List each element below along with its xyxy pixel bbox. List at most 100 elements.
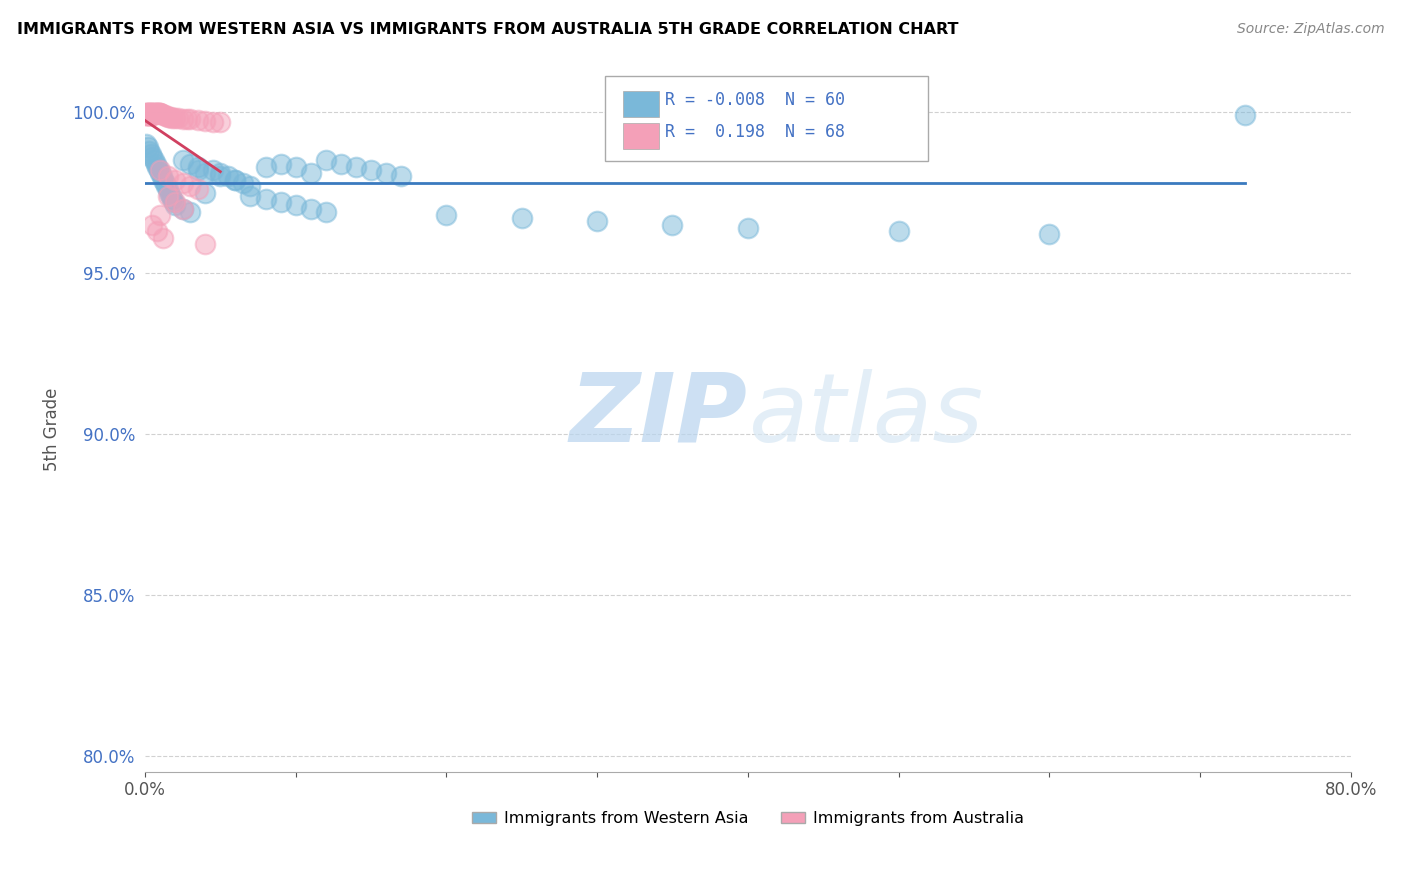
Point <box>172 176 194 190</box>
Point <box>150 169 173 184</box>
Point <box>138 106 160 120</box>
Point <box>146 105 169 120</box>
Point <box>153 108 176 122</box>
Point <box>254 192 277 206</box>
Point <box>232 176 254 190</box>
Point <box>510 211 533 226</box>
Point <box>138 107 160 121</box>
Point <box>165 198 187 212</box>
Point <box>209 169 232 184</box>
Point <box>389 169 412 184</box>
Point <box>179 204 201 219</box>
Point <box>145 107 167 121</box>
Point <box>146 106 169 120</box>
Point <box>135 108 157 122</box>
Point <box>148 106 170 120</box>
Point <box>299 202 322 216</box>
Point <box>165 195 187 210</box>
Point <box>143 153 166 168</box>
Point <box>284 160 307 174</box>
Point <box>143 105 166 120</box>
Point <box>152 108 174 122</box>
Point <box>146 160 169 174</box>
Point <box>138 108 160 122</box>
Point <box>148 105 170 120</box>
Point <box>136 105 159 120</box>
Point <box>239 188 262 202</box>
Point <box>136 108 159 122</box>
Point <box>315 204 337 219</box>
Point <box>139 106 162 120</box>
Point <box>146 224 169 238</box>
Point <box>224 172 246 186</box>
Point <box>344 160 367 174</box>
Point <box>153 176 176 190</box>
Point <box>270 156 292 170</box>
Point <box>139 108 162 122</box>
Point <box>135 108 157 122</box>
Point <box>145 105 167 120</box>
Point <box>159 188 181 202</box>
Point <box>1234 108 1257 122</box>
Point <box>299 166 322 180</box>
Point <box>165 172 187 186</box>
Point <box>139 105 162 120</box>
Point <box>179 179 201 194</box>
Point <box>737 221 759 235</box>
Point <box>145 106 167 120</box>
Point <box>194 114 217 128</box>
Point <box>224 172 246 186</box>
Point <box>139 147 162 161</box>
Point <box>149 208 172 222</box>
Point <box>135 106 157 120</box>
Point <box>159 110 181 124</box>
Point <box>187 182 209 196</box>
Point <box>155 109 177 123</box>
Point <box>139 108 162 122</box>
Point <box>160 111 183 125</box>
Point <box>239 179 262 194</box>
Point <box>172 153 194 168</box>
Text: R =  0.198  N = 68: R = 0.198 N = 68 <box>665 123 845 141</box>
Point <box>209 115 232 129</box>
Y-axis label: 5th Grade: 5th Grade <box>44 387 60 471</box>
Point <box>167 112 190 126</box>
Point <box>136 106 159 120</box>
Point <box>141 108 163 122</box>
Point <box>152 172 174 186</box>
Point <box>150 107 173 121</box>
Text: atlas: atlas <box>748 368 983 462</box>
Point <box>135 105 157 120</box>
Point <box>152 230 174 244</box>
Point <box>156 110 179 124</box>
Point <box>135 107 157 121</box>
Point <box>136 108 159 122</box>
Point <box>661 218 683 232</box>
Point <box>329 156 352 170</box>
Point <box>586 214 609 228</box>
Point <box>148 163 170 178</box>
Point <box>141 105 163 120</box>
Point <box>156 188 179 202</box>
Point <box>149 105 172 120</box>
Point <box>149 106 172 120</box>
Point <box>172 202 194 216</box>
Point <box>138 108 160 122</box>
Point <box>145 156 167 170</box>
Point <box>254 160 277 174</box>
Point <box>136 107 159 121</box>
Point <box>209 166 232 180</box>
Point <box>176 112 198 126</box>
Legend: Immigrants from Western Asia, Immigrants from Australia: Immigrants from Western Asia, Immigrants… <box>465 805 1031 832</box>
Point <box>172 112 194 126</box>
Point <box>375 166 398 180</box>
Point <box>201 163 224 178</box>
Point <box>284 198 307 212</box>
Point <box>157 186 180 200</box>
Point <box>149 166 172 180</box>
Point <box>138 144 160 158</box>
Point <box>141 218 163 232</box>
Point <box>194 237 217 252</box>
Point <box>155 179 177 194</box>
Point <box>141 107 163 121</box>
